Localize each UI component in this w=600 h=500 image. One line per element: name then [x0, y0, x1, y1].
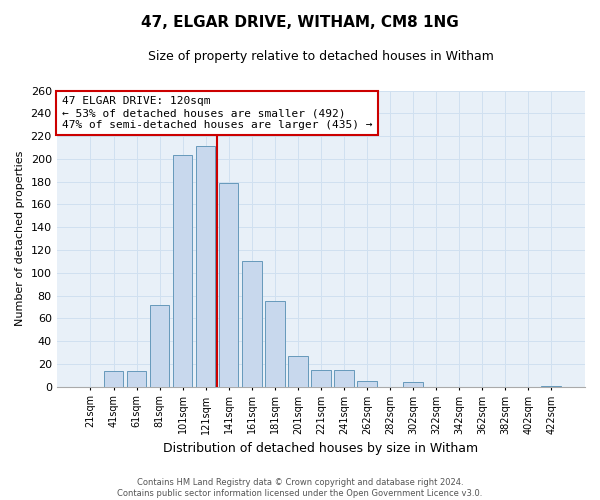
Bar: [196, 146, 215, 386]
Bar: [334, 370, 353, 386]
Text: 47 ELGAR DRIVE: 120sqm
← 53% of detached houses are smaller (492)
47% of semi-de: 47 ELGAR DRIVE: 120sqm ← 53% of detached…: [62, 96, 373, 130]
Text: Contains HM Land Registry data © Crown copyright and database right 2024.
Contai: Contains HM Land Registry data © Crown c…: [118, 478, 482, 498]
Bar: [104, 370, 123, 386]
Bar: [265, 301, 284, 386]
Title: Size of property relative to detached houses in Witham: Size of property relative to detached ho…: [148, 50, 494, 63]
Bar: [173, 156, 193, 386]
Bar: [311, 370, 331, 386]
Bar: [150, 304, 169, 386]
Text: 47, ELGAR DRIVE, WITHAM, CM8 1NG: 47, ELGAR DRIVE, WITHAM, CM8 1NG: [141, 15, 459, 30]
Bar: [219, 183, 238, 386]
Y-axis label: Number of detached properties: Number of detached properties: [15, 151, 25, 326]
Bar: [242, 262, 262, 386]
Bar: [357, 381, 377, 386]
Bar: [403, 382, 423, 386]
X-axis label: Distribution of detached houses by size in Witham: Distribution of detached houses by size …: [163, 442, 478, 455]
Bar: [127, 370, 146, 386]
Bar: [288, 356, 308, 386]
